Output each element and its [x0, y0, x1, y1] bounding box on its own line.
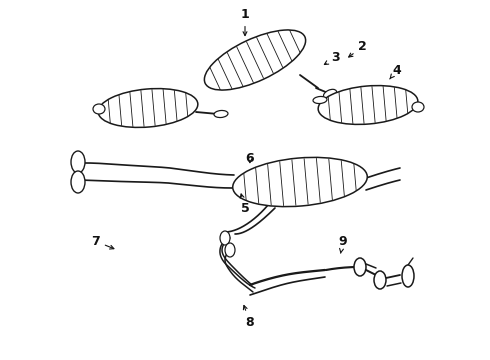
- Ellipse shape: [374, 271, 386, 289]
- Ellipse shape: [225, 243, 235, 257]
- Text: 3: 3: [324, 51, 340, 64]
- Text: 1: 1: [241, 8, 249, 36]
- Ellipse shape: [313, 96, 327, 104]
- Ellipse shape: [98, 89, 198, 127]
- Text: 5: 5: [240, 194, 249, 215]
- Text: 4: 4: [390, 64, 401, 79]
- Ellipse shape: [71, 151, 85, 173]
- Ellipse shape: [354, 258, 366, 276]
- Ellipse shape: [402, 265, 414, 287]
- Text: 7: 7: [91, 235, 114, 249]
- Ellipse shape: [233, 157, 368, 207]
- Ellipse shape: [71, 171, 85, 193]
- Ellipse shape: [412, 102, 424, 112]
- Text: 9: 9: [339, 235, 347, 253]
- Ellipse shape: [214, 111, 228, 117]
- Ellipse shape: [323, 89, 337, 99]
- Ellipse shape: [93, 104, 105, 114]
- Text: 2: 2: [349, 40, 367, 57]
- Ellipse shape: [318, 86, 418, 125]
- Ellipse shape: [220, 231, 230, 245]
- Ellipse shape: [204, 30, 306, 90]
- Text: 6: 6: [245, 152, 254, 165]
- Text: 8: 8: [244, 306, 254, 329]
